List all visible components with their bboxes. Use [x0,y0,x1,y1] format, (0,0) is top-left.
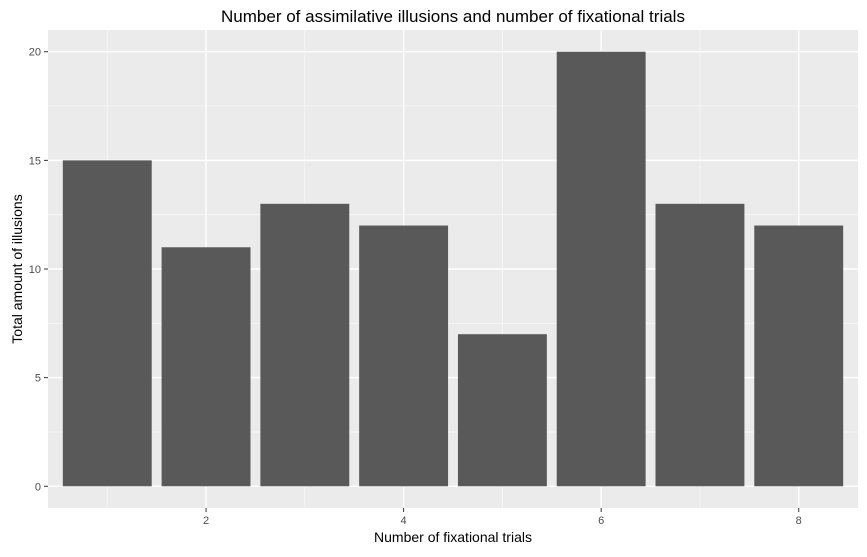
bar-2 [161,247,251,487]
bar-4 [359,225,449,487]
y-tick-label: 10 [29,264,41,276]
x-tick-label: 8 [796,515,802,527]
y-axis-ticks: 0 5 10 15 20 [29,47,48,493]
bars-layer [62,51,844,487]
bar-6 [556,51,646,487]
bar-1 [62,160,152,487]
y-tick-label: 0 [35,481,41,493]
x-tick-label: 6 [598,515,604,527]
chart-title: Number of assimilative illusions and num… [221,7,685,26]
bar-7 [655,203,745,487]
x-tick-label: 4 [401,515,407,527]
y-tick-label: 20 [29,47,41,59]
bar-8 [754,225,844,487]
x-tick-label: 2 [203,515,209,527]
y-tick-label: 5 [35,373,41,385]
bar-3 [260,203,350,487]
bar-5 [457,334,547,487]
x-axis-ticks: 2 4 6 8 [203,508,802,527]
x-axis-label: Number of fixational trials [374,529,532,545]
y-axis-label: Total amount of illusions [9,194,25,343]
y-tick-label: 15 [29,155,41,167]
